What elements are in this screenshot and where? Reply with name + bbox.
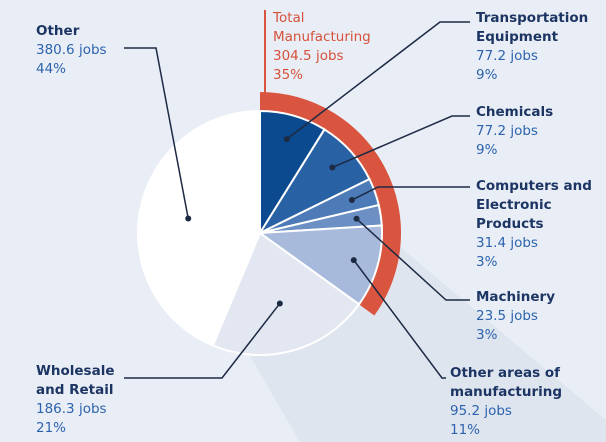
group-ring xyxy=(260,92,401,316)
label-name: Total Manufacturing xyxy=(273,10,371,45)
label-percent: 11% xyxy=(450,422,481,438)
leader-dot xyxy=(329,164,336,171)
leader-line xyxy=(124,303,281,379)
label-value: 380.6 jobs xyxy=(36,42,107,58)
leader-line xyxy=(356,218,470,301)
label-percent: 35% xyxy=(273,67,304,83)
label-name: Chemicals xyxy=(476,104,554,120)
wedge xyxy=(137,109,261,347)
label-value: 77.2 jobs xyxy=(476,48,538,64)
leader-line xyxy=(351,186,470,201)
label-name: Other xyxy=(36,23,80,39)
label-percent: 9% xyxy=(476,142,498,158)
leader-line xyxy=(332,115,470,169)
label-name: Wholesale and Retail xyxy=(36,363,115,398)
leader-line xyxy=(353,259,446,379)
leader-dot xyxy=(353,215,360,222)
label: Chemicals 77.2 jobs 9% xyxy=(476,103,586,160)
label-percent: 44% xyxy=(36,61,67,77)
label-percent: 3% xyxy=(476,327,498,343)
leader-dot xyxy=(276,300,283,307)
label-value: 95.2 jobs xyxy=(450,403,512,419)
label-percent: 3% xyxy=(476,254,498,270)
label: Computers and Electronic Products 31.4 jo… xyxy=(476,177,596,272)
label-value: 186.3 jobs xyxy=(36,401,107,417)
label: Wholesale and Retail 186.3 jobs 21% xyxy=(36,362,131,438)
label-percent: 9% xyxy=(476,67,498,83)
leader-line xyxy=(286,21,470,140)
label-percent: 21% xyxy=(36,420,67,436)
leader-dot xyxy=(185,215,192,222)
label: Transportation Equipment 77.2 jobs 9% xyxy=(476,9,601,85)
label-name: Transportation Equipment xyxy=(476,10,589,45)
label: Machinery 23.5 jobs 3% xyxy=(476,288,586,345)
wedge xyxy=(257,224,383,306)
label-value: 31.4 jobs xyxy=(476,235,538,251)
label-name: Other areas of manufacturing xyxy=(450,365,563,400)
label-value: 77.2 jobs xyxy=(476,123,538,139)
leader-dot xyxy=(350,257,357,264)
label: Other areas of manufacturing 95.2 jobs 11% xyxy=(450,364,580,440)
wedge xyxy=(211,231,361,356)
label-name: Computers and Electronic Products xyxy=(476,178,592,232)
leader-line xyxy=(124,47,189,219)
label: Other 380.6 jobs 44% xyxy=(36,22,146,79)
label-name: Machinery xyxy=(476,289,556,305)
leader-dot xyxy=(283,136,290,143)
label-value: 304.5 jobs xyxy=(273,48,344,64)
label: Total Manufacturing 304.5 jobs 35% xyxy=(273,9,393,85)
leader-dot xyxy=(348,197,355,204)
label-value: 23.5 jobs xyxy=(476,308,538,324)
